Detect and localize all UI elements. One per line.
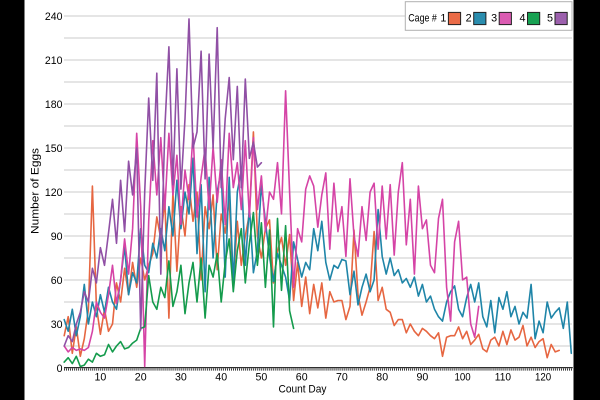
svg-text:180: 180	[45, 99, 63, 111]
svg-text:150: 150	[45, 143, 63, 155]
svg-text:10: 10	[95, 371, 107, 383]
svg-text:20: 20	[135, 371, 147, 383]
svg-text:1: 1	[440, 12, 446, 24]
svg-text:70: 70	[336, 371, 348, 383]
svg-text:110: 110	[495, 371, 511, 383]
svg-text:100: 100	[455, 371, 471, 383]
svg-text:30: 30	[51, 319, 63, 331]
svg-text:Cage #: Cage #	[408, 12, 437, 24]
svg-text:120: 120	[45, 187, 63, 199]
svg-text:Count Day: Count Day	[279, 383, 327, 395]
svg-text:Number of Eggs: Number of Eggs	[29, 147, 41, 234]
svg-text:40: 40	[215, 371, 227, 383]
svg-text:3: 3	[491, 12, 497, 24]
svg-text:210: 210	[45, 55, 63, 67]
svg-text:90: 90	[417, 371, 429, 383]
svg-text:0: 0	[57, 363, 63, 375]
svg-text:60: 60	[296, 371, 308, 383]
svg-text:60: 60	[51, 275, 63, 287]
svg-text:2: 2	[466, 12, 472, 24]
svg-text:120: 120	[535, 371, 551, 383]
svg-text:240: 240	[45, 11, 63, 23]
svg-text:5: 5	[547, 12, 553, 24]
svg-text:4: 4	[519, 12, 525, 24]
svg-text:30: 30	[175, 371, 187, 383]
svg-text:90: 90	[51, 231, 63, 243]
svg-text:80: 80	[376, 371, 388, 383]
svg-text:50: 50	[256, 371, 268, 383]
